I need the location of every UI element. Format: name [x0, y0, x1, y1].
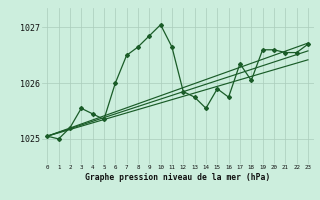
X-axis label: Graphe pression niveau de la mer (hPa): Graphe pression niveau de la mer (hPa) [85, 173, 270, 182]
